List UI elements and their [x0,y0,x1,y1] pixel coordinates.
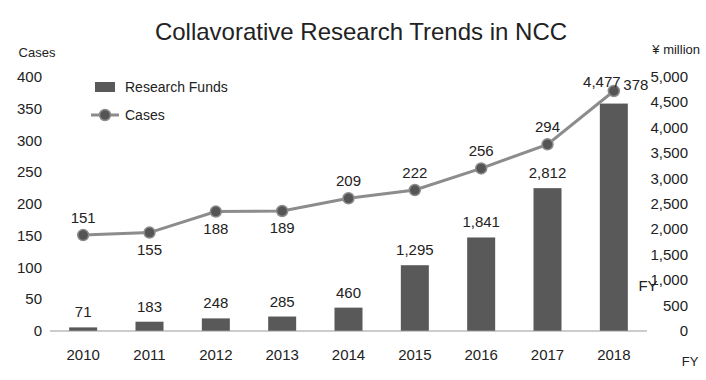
bar [467,237,495,331]
y-tick-label: 50 [25,290,42,307]
x-tick-label: 2012 [199,346,232,363]
y2-tick-label: 2,000 [650,220,688,237]
x-tick-label: 2014 [332,346,365,363]
y-tick-label: 350 [17,100,42,117]
marker [144,227,155,238]
bar-label: 460 [336,284,361,301]
point-label: 151 [71,209,96,226]
y-tick-label: 200 [17,195,42,212]
y2-tick-label: 4,000 [650,119,688,136]
y2-tick-label: 1,500 [650,246,688,263]
x-tick-label: 2013 [265,346,298,363]
x-tick-label: 2016 [464,346,497,363]
y-tick-label: 250 [17,163,42,180]
plot-area [69,85,628,331]
bar [202,318,230,331]
legend-label: Research Funds [125,79,228,95]
point-label: 256 [469,142,494,159]
y-tick-label: 0 [34,322,42,339]
marker [210,206,221,217]
line [83,91,614,235]
chart: Collavorative Research Trends in NCC Case… [0,0,706,380]
point-label: 209 [336,172,361,189]
point-label: 378 [623,76,648,93]
legend-label: Cases [125,107,165,123]
bar-label: 285 [270,293,295,310]
bar-label: 2,812 [529,164,567,181]
bar [401,265,429,331]
y-axis-label: Cases [19,45,56,60]
x-tick-label: 2010 [66,346,99,363]
background [0,0,706,380]
bar [136,322,164,331]
y2-tick-label: 5,000 [650,68,688,85]
y-tick-label: 150 [17,227,42,244]
y-tick-label: 300 [17,132,42,149]
y-tick-label: 100 [17,259,42,276]
point-label: 189 [270,219,295,236]
bar-label: 4,477 [583,73,621,90]
y2-tick-label: 3,000 [650,170,688,187]
legend: Research Funds Cases [91,79,228,123]
bar [600,104,628,331]
marker [542,139,553,150]
legend-marker [100,110,111,121]
point-label: 294 [535,118,560,135]
bar-label: 183 [137,298,162,315]
marker [78,230,89,241]
bar-label: 1,295 [396,241,434,258]
bar [335,308,363,331]
marker [409,185,420,196]
x-axis-line [50,331,647,332]
y2-axis-label: ¥ million [651,42,700,57]
title: Collavorative Research Trends in NCC [155,18,567,45]
marker [277,205,288,216]
bar [268,317,296,331]
x-tick-label: 2018 [597,346,630,363]
data-labels: 71 183 248 285 460 1,295 1,841 2,812 4,477 151 155… [71,73,649,321]
bar [534,188,562,331]
y2-tick-label: 500 [663,297,688,314]
marker [476,163,487,174]
bar [69,327,97,331]
y2-tick-label: 1,000 [650,271,688,288]
legend-swatch [95,82,115,92]
y-tick-label: 400 [17,68,42,85]
y2-tick-label: 0 [680,322,688,339]
point-label: 155 [137,241,162,258]
bar-label: 71 [75,303,92,320]
marker [343,193,354,204]
x-tick-label: 2011 [133,346,165,363]
x-axis-label: FY [682,354,699,369]
y2-tick-label: 2,500 [650,195,688,212]
point-label: 222 [402,164,427,181]
y2-tick-label: 4,500 [650,93,688,110]
x-tick-label: 2015 [398,346,431,363]
y2-tick-label: 3,500 [650,144,688,161]
bar-label: 1,841 [462,213,500,230]
bar-label: 248 [203,294,228,311]
x-tick-label: 2017 [531,346,564,363]
point-label: 188 [203,220,228,237]
